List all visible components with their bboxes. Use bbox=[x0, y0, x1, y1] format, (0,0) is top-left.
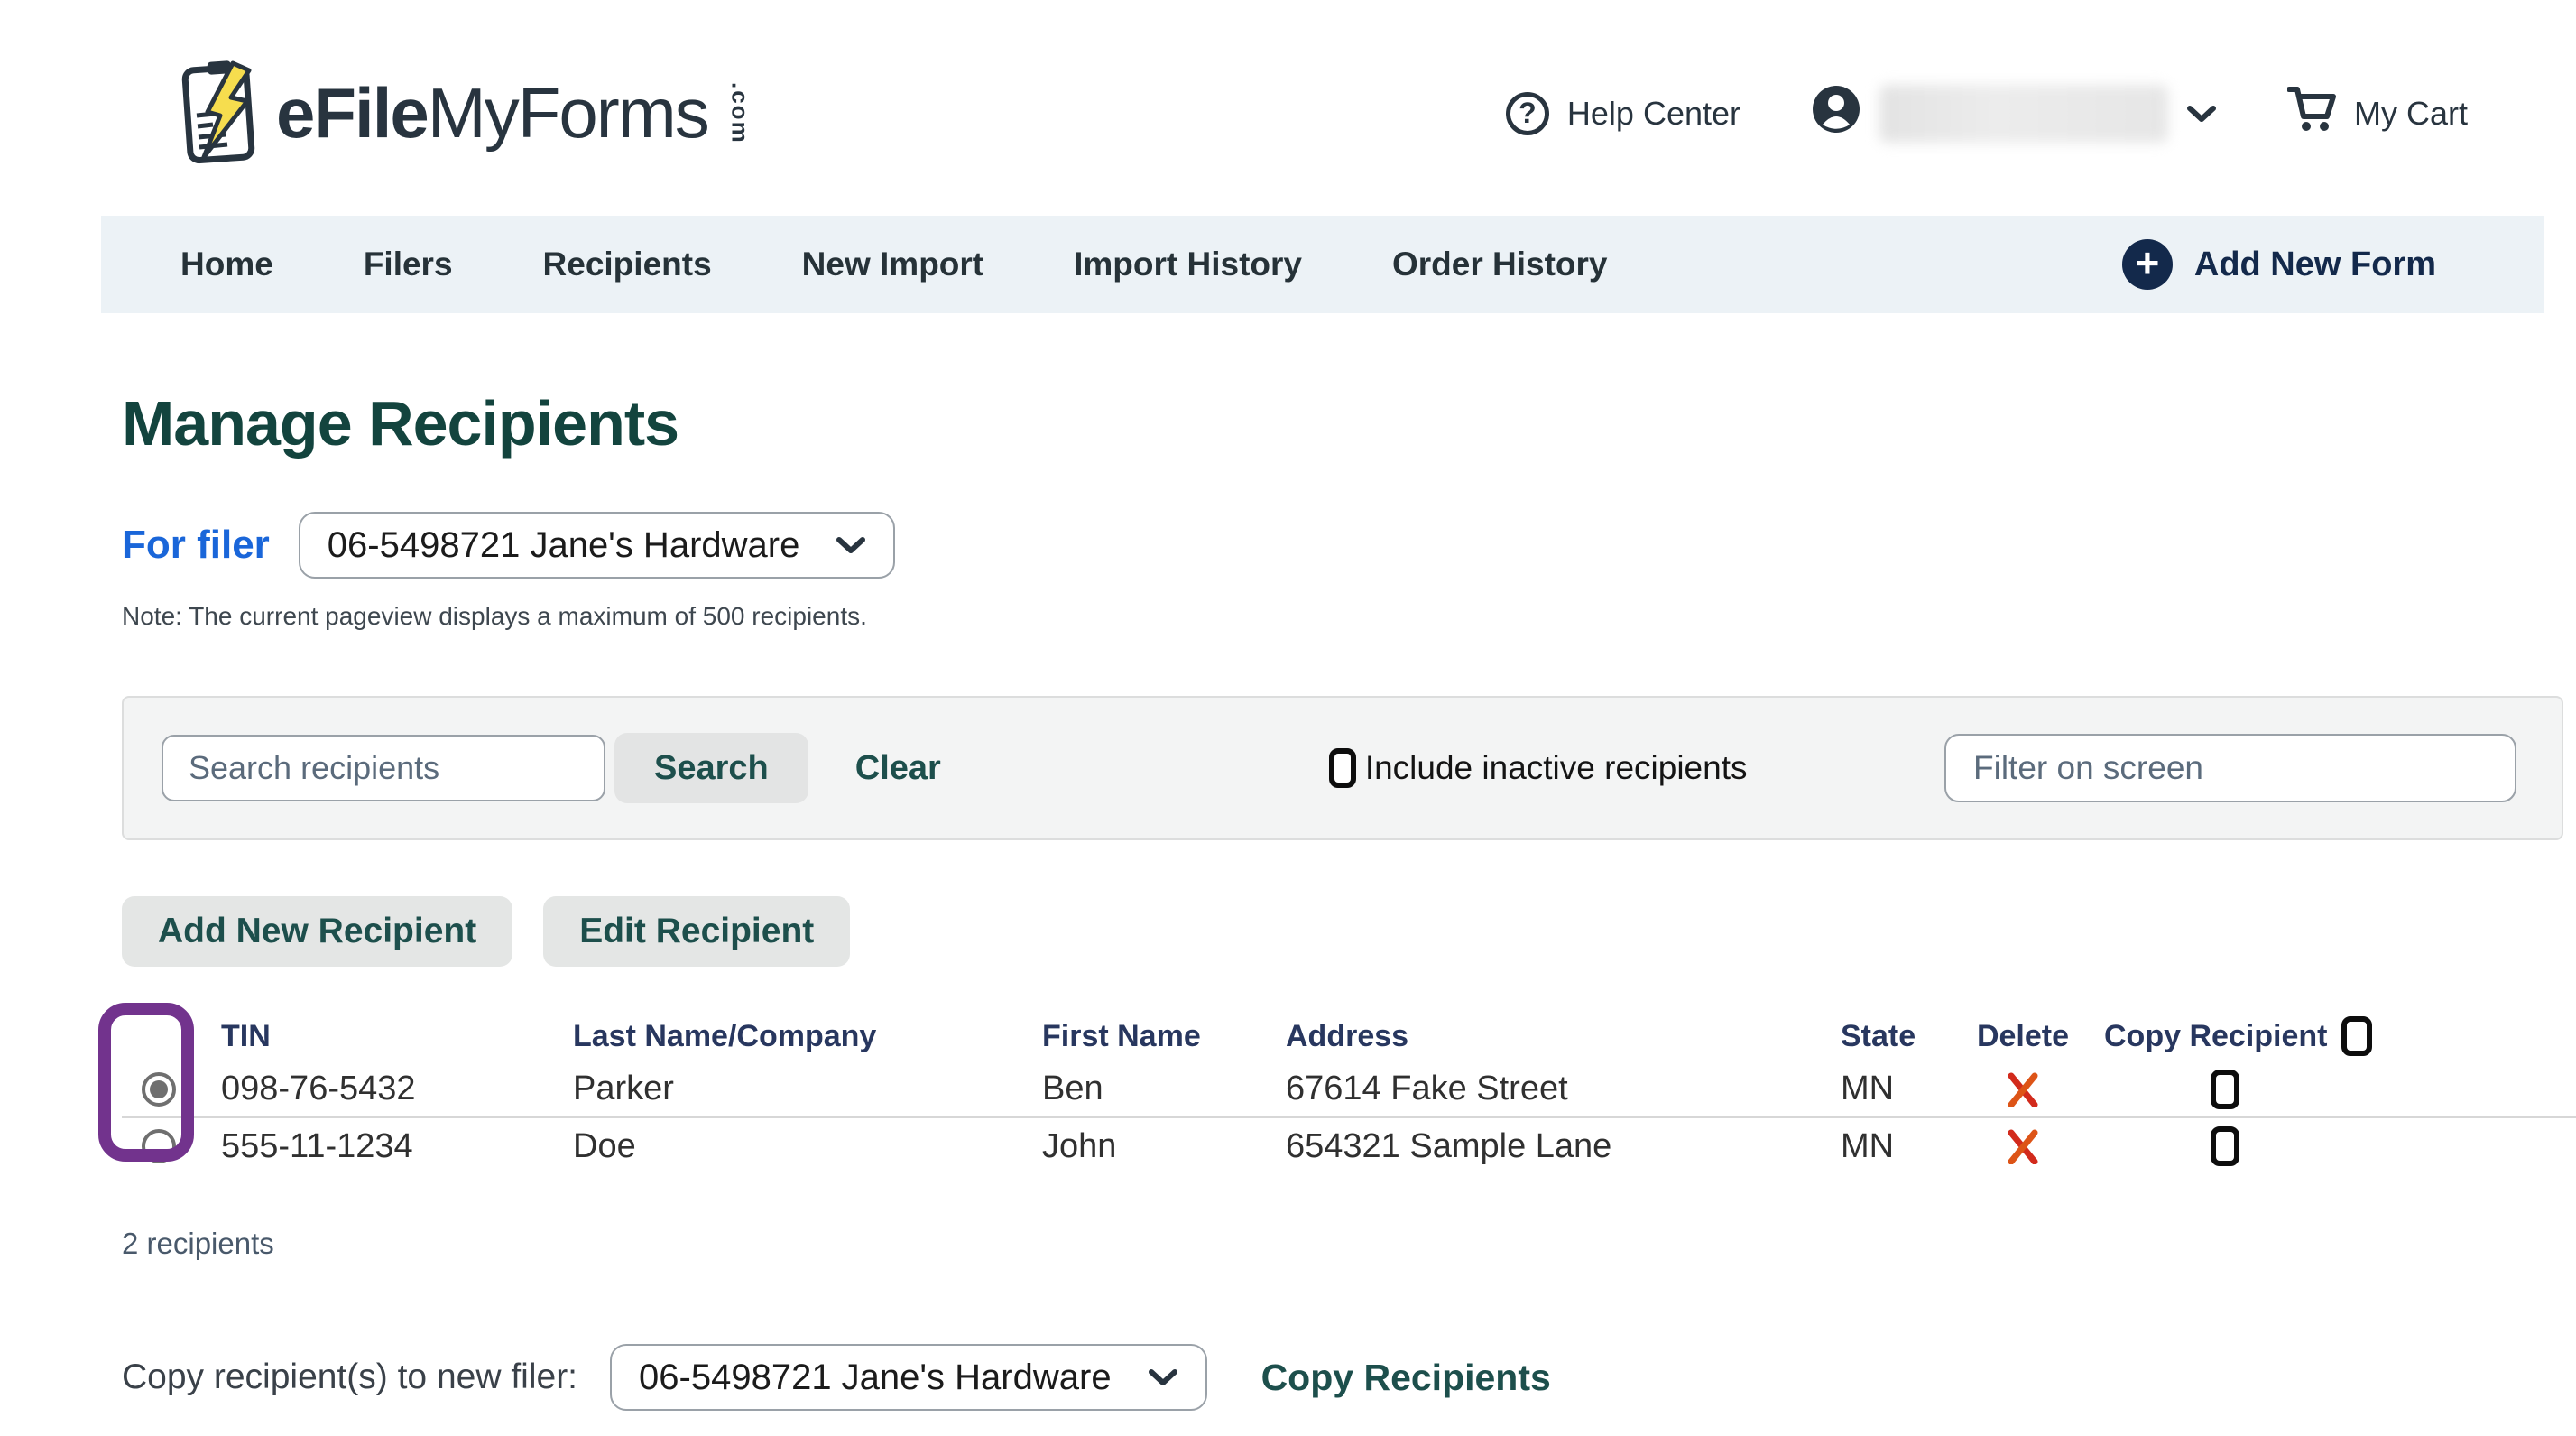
copy-filer-dropdown[interactable]: 06-5498721 Jane's Hardware bbox=[610, 1344, 1207, 1411]
cell-address: 654321 Sample Lane bbox=[1286, 1126, 1612, 1165]
edit-recipient-button[interactable]: Edit Recipient bbox=[543, 896, 851, 967]
include-inactive-label: Include inactive recipients bbox=[1364, 749, 1748, 786]
brand-bold-text: eFile bbox=[276, 73, 429, 153]
cell-first-name: Ben bbox=[1042, 1070, 1103, 1107]
chevron-down-icon bbox=[2187, 105, 2216, 122]
header-state: State bbox=[1841, 1018, 1916, 1053]
copy-to-filer-label: Copy recipient(s) to new filer: bbox=[122, 1357, 578, 1396]
brand-suffix-text: .com bbox=[726, 82, 754, 144]
delete-x-icon[interactable] bbox=[2005, 1128, 2041, 1164]
plus-circle-icon: + bbox=[2121, 239, 2173, 290]
copy-filer-dropdown-value: 06-5498721 Jane's Hardware bbox=[639, 1357, 1112, 1397]
add-new-form-label: Add New Form bbox=[2193, 245, 2436, 283]
nav-item-new-import[interactable]: New Import bbox=[801, 246, 984, 283]
include-inactive-group: Include inactive recipients bbox=[1328, 748, 1748, 788]
page-title: Manage Recipients bbox=[122, 388, 679, 459]
filter-panel: Search Clear Include inactive recipients bbox=[122, 696, 2563, 840]
my-cart-label: My Cart bbox=[2354, 94, 2468, 132]
header-delete: Delete bbox=[1976, 1018, 2070, 1053]
clear-button[interactable]: Clear bbox=[854, 748, 941, 787]
filer-dropdown[interactable]: 06-5498721 Jane's Hardware bbox=[298, 512, 896, 579]
chevron-down-icon bbox=[836, 537, 866, 553]
cell-tin: 555-11-1234 bbox=[221, 1126, 413, 1165]
my-cart-link[interactable]: My Cart bbox=[2286, 86, 2468, 141]
nav-item-filers[interactable]: Filers bbox=[363, 246, 453, 283]
cell-address: 67614 Fake Street bbox=[1286, 1070, 1568, 1107]
nav-item-import-history[interactable]: Import History bbox=[1074, 246, 1302, 283]
shopping-cart-icon bbox=[2286, 86, 2336, 141]
chevron-down-icon bbox=[1148, 1369, 1177, 1385]
header-copy-recipient: Copy Recipient bbox=[2104, 1016, 2576, 1056]
brand-logo[interactable]: eFile MyForms .com bbox=[180, 56, 754, 171]
search-input[interactable] bbox=[162, 735, 605, 801]
header-tin: TIN bbox=[221, 1018, 271, 1053]
nav-item-order-history[interactable]: Order History bbox=[1391, 246, 1608, 283]
recipients-table: TIN Last Name/Company First Name Address… bbox=[98, 1003, 2576, 1174]
pageview-note: Note: The current pageview displays a ma… bbox=[122, 602, 867, 630]
clipboard-lightning-icon bbox=[180, 56, 263, 171]
cell-last-name: Doe bbox=[573, 1126, 636, 1165]
cell-tin: 098-76-5432 bbox=[221, 1070, 416, 1107]
main-content: Manage Recipients For filer 06-5498721 J… bbox=[0, 387, 2576, 1411]
copy-recipient-checkbox[interactable] bbox=[2211, 1069, 2239, 1109]
filer-dropdown-value: 06-5498721 Jane's Hardware bbox=[327, 524, 800, 565]
cell-state: MN bbox=[1841, 1126, 1895, 1165]
add-new-form-button[interactable]: + Add New Form bbox=[2121, 239, 2436, 290]
add-new-recipient-button[interactable]: Add New Recipient bbox=[122, 896, 513, 967]
table-row: 098-76-5432 Parker Ben 67614 Fake Street… bbox=[122, 1062, 2576, 1118]
include-inactive-checkbox[interactable] bbox=[1328, 748, 1356, 788]
delete-x-icon[interactable] bbox=[2005, 1071, 2041, 1107]
cell-last-name: Parker bbox=[573, 1070, 674, 1107]
copy-recipients-button[interactable]: Copy Recipients bbox=[1260, 1356, 1551, 1398]
main-nav: Home Filers Recipients New Import Import… bbox=[101, 216, 2544, 313]
row-select-radio[interactable] bbox=[142, 1129, 176, 1163]
header-address: Address bbox=[1286, 1018, 1409, 1053]
nav-item-recipients[interactable]: Recipients bbox=[542, 246, 712, 283]
copy-recipient-checkbox[interactable] bbox=[2211, 1126, 2239, 1166]
help-center-label: Help Center bbox=[1566, 94, 1740, 132]
filter-on-screen-input[interactable] bbox=[1944, 734, 2516, 802]
header-copy-recipient-label: Copy Recipient bbox=[2104, 1018, 2328, 1053]
table-header-row: TIN Last Name/Company First Name Address… bbox=[122, 1010, 2576, 1062]
brand-wordmark: eFile MyForms bbox=[276, 72, 710, 154]
header-first-name: First Name bbox=[1042, 1018, 1201, 1053]
header-right: ? Help Center bbox=[1505, 84, 2468, 143]
header-last-name: Last Name/Company bbox=[573, 1018, 877, 1053]
table-row: 555-11-1234 Doe John 654321 Sample Lane … bbox=[122, 1118, 2576, 1174]
copy-recipients-section: Copy recipient(s) to new filer: 06-54987… bbox=[122, 1344, 2576, 1411]
cell-state: MN bbox=[1841, 1070, 1895, 1107]
user-name-redacted bbox=[1879, 84, 2168, 143]
row-select-radio[interactable] bbox=[142, 1071, 176, 1107]
question-circle-icon: ? bbox=[1505, 91, 1549, 135]
user-menu[interactable] bbox=[1811, 84, 2217, 143]
for-filer-label: For filer bbox=[122, 523, 270, 567]
recipient-actions: Add New Recipient Edit Recipient bbox=[122, 896, 2576, 967]
nav-item-home[interactable]: Home bbox=[180, 246, 273, 283]
person-circle-icon bbox=[1811, 84, 1861, 143]
copy-all-checkbox[interactable] bbox=[2341, 1016, 2373, 1056]
header: eFile MyForms .com ? Help Center bbox=[0, 0, 2576, 171]
recipient-count: 2 recipients bbox=[122, 1227, 274, 1260]
brand-regular-text: MyForms bbox=[427, 73, 710, 153]
search-button[interactable]: Search bbox=[614, 733, 808, 803]
filer-selector-row: For filer 06-5498721 Jane's Hardware bbox=[122, 512, 2576, 579]
help-center-link[interactable]: ? Help Center bbox=[1505, 91, 1740, 135]
cell-first-name: John bbox=[1042, 1126, 1117, 1165]
